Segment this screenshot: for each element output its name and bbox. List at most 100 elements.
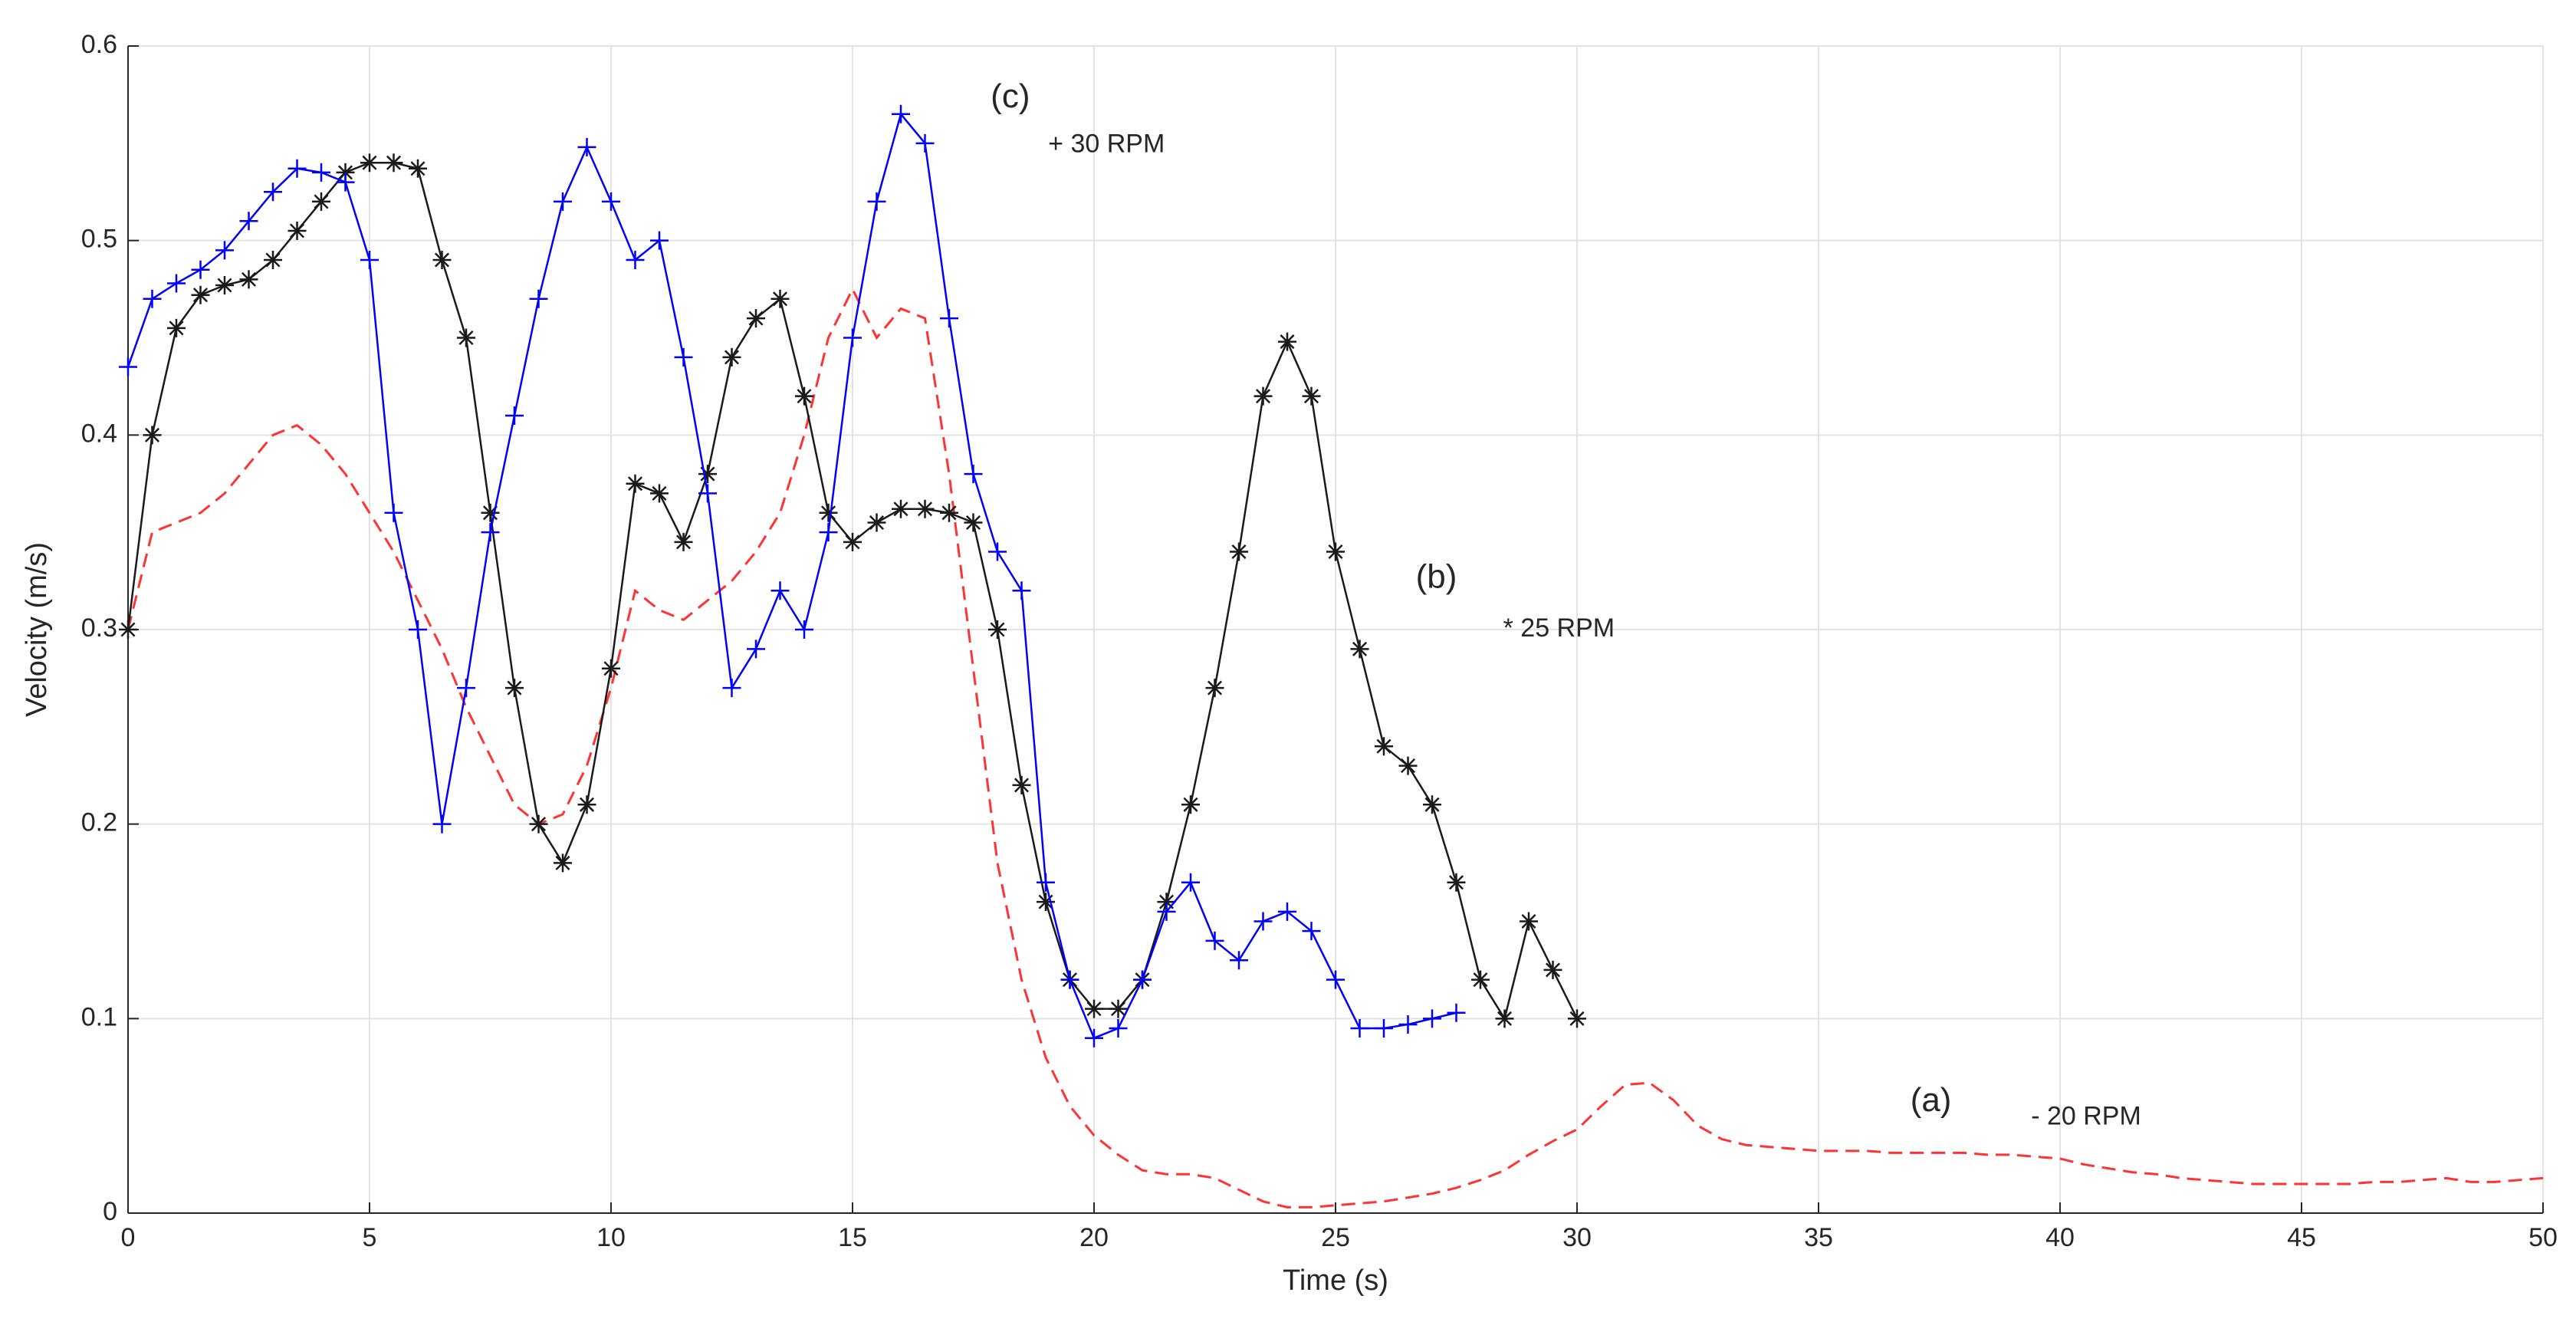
marker: [239, 212, 258, 231]
marker: [432, 814, 452, 834]
marker: [1205, 679, 1224, 698]
marker: [602, 659, 620, 678]
marker: [1568, 1009, 1586, 1028]
marker: [1398, 756, 1418, 775]
marker: [554, 192, 572, 211]
x-tick-label: 30: [1562, 1223, 1592, 1252]
marker: [577, 137, 596, 156]
marker: [698, 484, 717, 503]
marker: [288, 221, 307, 240]
marker: [312, 163, 330, 182]
x-tick-label: 5: [363, 1223, 377, 1252]
marker: [143, 289, 162, 308]
marker: [336, 163, 355, 182]
marker: [1109, 999, 1128, 1018]
marker: [940, 309, 958, 328]
marker: [964, 465, 983, 484]
marker: [312, 192, 330, 211]
marker: [505, 406, 524, 425]
y-tick-label: 0: [103, 1197, 117, 1226]
marker: [867, 192, 886, 211]
marker: [1060, 970, 1079, 989]
marker: [1181, 873, 1200, 892]
marker: [747, 309, 765, 328]
marker: [795, 620, 813, 639]
marker: [770, 581, 790, 600]
annotation: + 30 RPM: [1048, 129, 1165, 158]
marker: [143, 426, 162, 445]
marker: [481, 523, 500, 542]
marker: [1254, 386, 1273, 406]
marker: [457, 679, 475, 698]
marker: [1037, 873, 1055, 892]
marker: [1398, 1015, 1418, 1034]
marker: [867, 513, 886, 532]
marker: [722, 679, 741, 698]
y-tick-label: 0.4: [81, 419, 117, 448]
marker: [1109, 1019, 1128, 1038]
marker: [1012, 581, 1031, 600]
marker: [1375, 1019, 1393, 1038]
marker: [1471, 970, 1490, 989]
marker: [1326, 542, 1345, 561]
marker: [481, 503, 500, 522]
y-axis-label: Velocity (m/s): [21, 542, 53, 717]
marker: [795, 386, 813, 406]
marker: [626, 474, 645, 493]
marker: [264, 183, 282, 202]
marker: [1278, 902, 1296, 921]
marker: [1205, 931, 1224, 950]
marker: [843, 532, 862, 551]
marker: [1278, 332, 1296, 351]
marker: [892, 499, 910, 518]
marker: [384, 153, 403, 173]
marker: [1085, 999, 1103, 1018]
x-tick-label: 10: [596, 1223, 626, 1252]
x-tick-label: 40: [2045, 1223, 2075, 1252]
marker: [1037, 893, 1055, 912]
marker: [360, 251, 379, 270]
marker: [988, 542, 1007, 561]
marker: [722, 347, 741, 367]
marker: [626, 251, 645, 270]
marker: [215, 276, 234, 295]
annotation: - 20 RPM: [2031, 1102, 2141, 1131]
marker: [529, 814, 548, 834]
marker: [819, 523, 838, 542]
marker: [1157, 902, 1176, 921]
marker: [529, 289, 548, 308]
marker: [650, 484, 669, 503]
marker: [1326, 970, 1345, 989]
y-tick-label: 0.2: [81, 808, 117, 837]
marker: [409, 620, 427, 639]
marker: [336, 173, 355, 192]
x-axis-label: Time (s): [1283, 1264, 1388, 1297]
y-tick-label: 0.5: [81, 225, 117, 254]
marker: [409, 159, 427, 178]
annotation: (c): [991, 77, 1030, 115]
x-tick-label: 0: [121, 1223, 136, 1252]
y-tick-label: 0.6: [81, 30, 117, 59]
marker: [1157, 893, 1176, 912]
marker: [239, 270, 258, 289]
marker: [1181, 795, 1200, 814]
marker: [119, 620, 137, 639]
marker: [167, 318, 186, 337]
marker: [1350, 1019, 1369, 1038]
x-tick-label: 50: [2528, 1223, 2558, 1252]
marker: [602, 192, 620, 211]
marker: [1133, 970, 1152, 989]
y-tick-label: 0.1: [81, 1002, 117, 1031]
marker: [940, 503, 958, 522]
marker: [892, 104, 910, 123]
marker: [577, 795, 596, 814]
annotation: * 25 RPM: [1503, 613, 1615, 643]
series-line: [127, 112, 1457, 1040]
marker: [1375, 737, 1393, 756]
marker: [1302, 386, 1321, 406]
marker: [1447, 873, 1466, 892]
marker: [1302, 922, 1321, 941]
marker: [1230, 542, 1248, 561]
marker: [457, 328, 475, 347]
